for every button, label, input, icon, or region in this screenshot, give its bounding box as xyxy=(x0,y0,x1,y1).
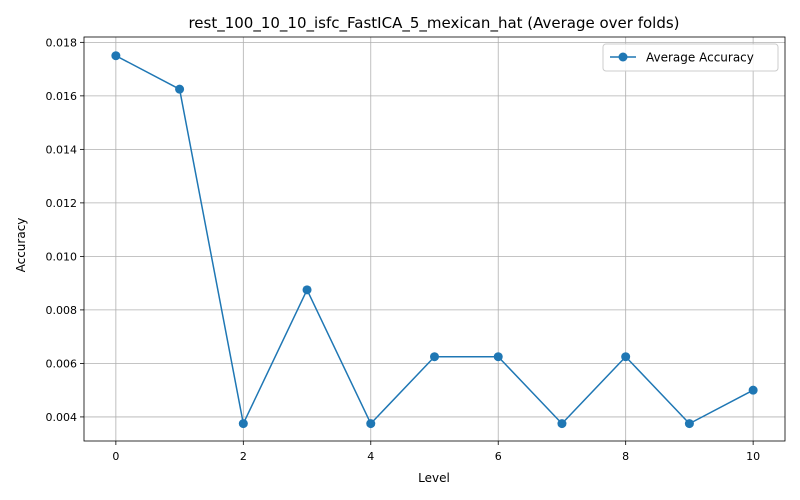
data-point xyxy=(748,385,758,395)
data-point xyxy=(175,84,185,94)
x-tick-label: 2 xyxy=(240,450,247,463)
legend-label: Average Accuracy xyxy=(646,51,754,65)
data-point xyxy=(684,419,694,429)
chart-title: rest_100_10_10_isfc_FastICA_5_mexican_ha… xyxy=(188,14,679,33)
x-tick-label: 10 xyxy=(746,450,760,463)
data-point xyxy=(430,352,439,362)
data-point xyxy=(111,51,121,61)
y-tick-label: 0.010 xyxy=(46,250,78,263)
y-tick-label: 0.008 xyxy=(46,304,78,317)
data-point xyxy=(366,419,376,429)
y-tick-label: 0.014 xyxy=(46,143,78,156)
x-tick-label: 6 xyxy=(495,450,502,463)
data-point xyxy=(621,352,631,362)
y-tick-label: 0.016 xyxy=(46,90,78,103)
y-axis-label: Accuracy xyxy=(14,218,28,273)
data-point xyxy=(302,285,312,295)
y-tick-label: 0.004 xyxy=(46,411,78,424)
data-point xyxy=(557,419,567,429)
y-tick-label: 0.012 xyxy=(46,197,78,210)
y-tick-label: 0.018 xyxy=(46,36,78,49)
x-tick-label: 0 xyxy=(112,450,119,463)
data-point xyxy=(493,352,503,362)
plot-area-frame xyxy=(83,36,786,442)
legend-box xyxy=(602,43,779,72)
x-axis-ticks: 0 2 4 6 8 10 xyxy=(112,441,760,463)
legend-marker-swatch xyxy=(618,52,628,62)
data-point xyxy=(238,419,248,429)
x-tick-label: 8 xyxy=(622,450,629,463)
y-tick-label: 0.006 xyxy=(46,357,78,370)
legend: Average Accuracy xyxy=(602,43,779,72)
series-layer xyxy=(111,51,758,429)
x-axis-label: Level xyxy=(418,471,450,485)
y-axis-ticks: 0.004 0.006 0.008 0.010 0.012 0.014 0.016 0.018 xyxy=(46,36,84,424)
x-tick-label: 4 xyxy=(367,450,374,463)
